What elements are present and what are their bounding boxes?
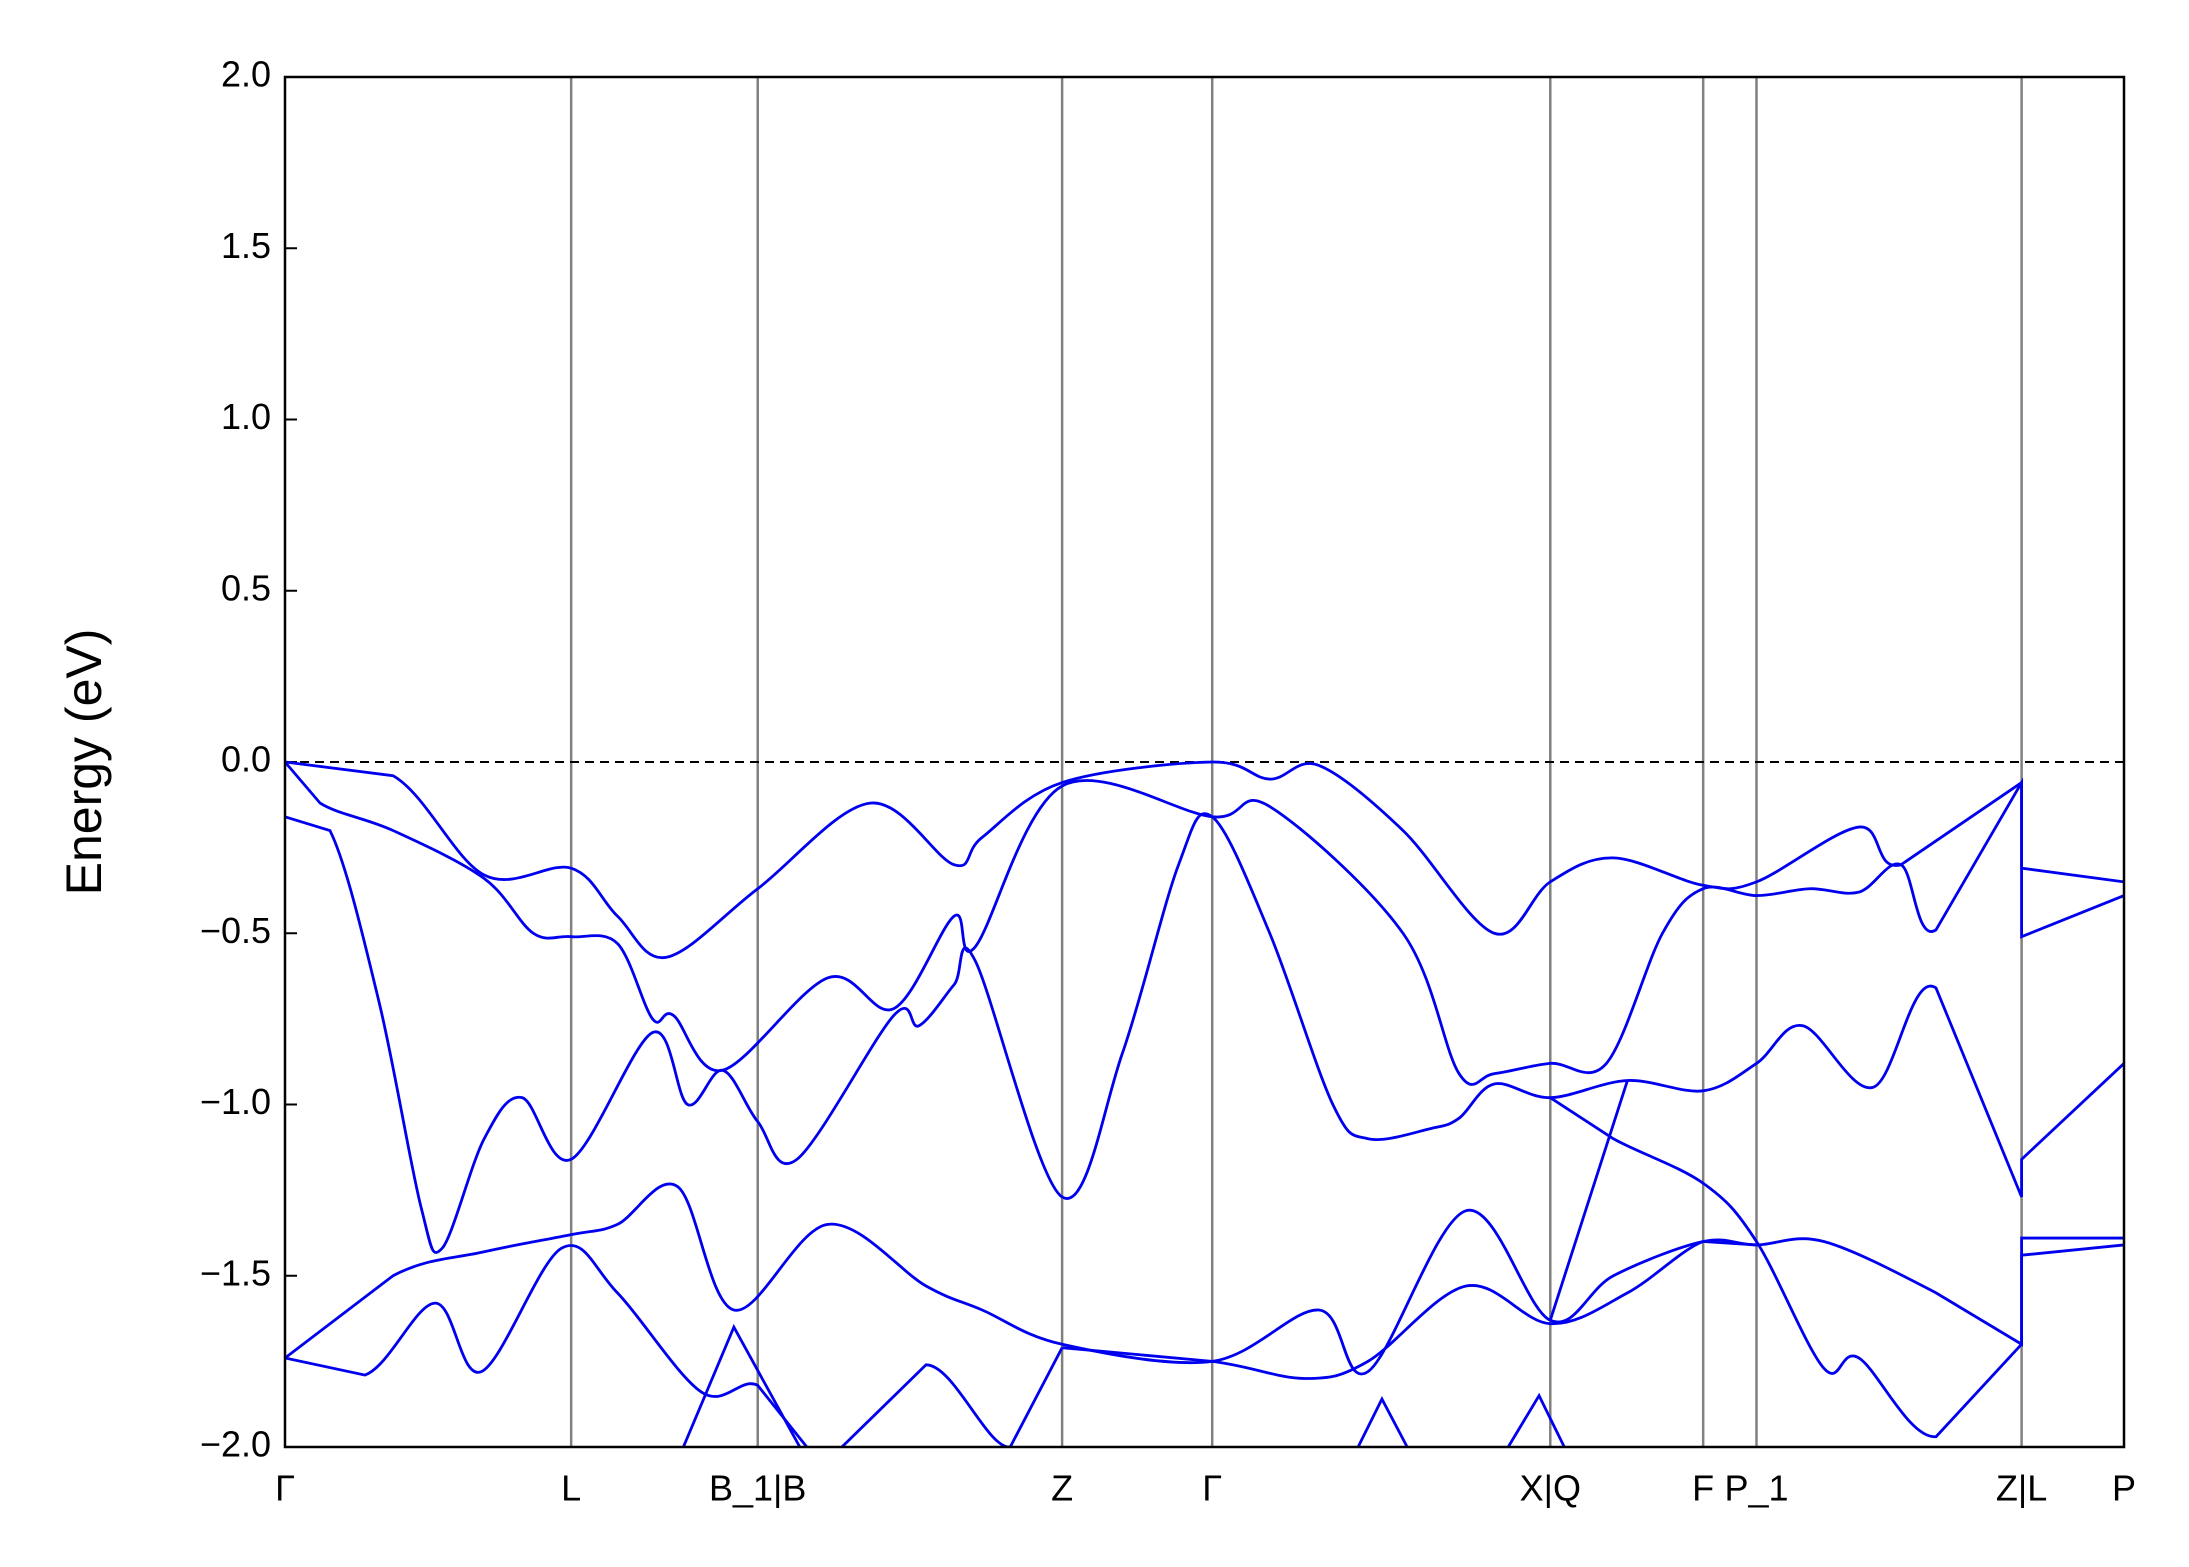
band bbox=[1548, 1080, 1629, 1321]
y-tick-label: 1.5 bbox=[221, 225, 271, 266]
plot-frame bbox=[283, 75, 2126, 1449]
y-tick-label: 0.0 bbox=[221, 739, 271, 780]
x-tick-label: P_1 bbox=[1724, 1468, 1788, 1509]
x-tick-label: P bbox=[2112, 1468, 2136, 1509]
y-axis-label: Energy (eV) bbox=[56, 629, 112, 896]
x-tick-label: Γ bbox=[275, 1468, 295, 1509]
y-tick-label: −1.5 bbox=[200, 1252, 271, 1293]
band bbox=[285, 760, 2124, 959]
band bbox=[285, 812, 2124, 1254]
x-tick-label: Z|L bbox=[1996, 1468, 2047, 1509]
x-tick-label: Z bbox=[1051, 1468, 1073, 1509]
y-tick-label: 0.5 bbox=[221, 567, 271, 608]
band bbox=[285, 1244, 808, 1447]
x-tick-label: Γ bbox=[1202, 1468, 1222, 1509]
x-tick-label: B_1|B bbox=[709, 1468, 806, 1509]
y-tick-label: −0.5 bbox=[200, 910, 271, 951]
x-tick-label: F bbox=[1692, 1468, 1714, 1509]
band bbox=[1061, 1240, 1757, 1380]
x-tick-label: X|Q bbox=[1520, 1468, 1581, 1509]
band bbox=[1356, 1395, 1409, 1447]
band bbox=[1549, 1096, 2124, 1439]
band bbox=[682, 1323, 802, 1447]
y-tick-label: 2.0 bbox=[221, 54, 271, 95]
y-tick-label: 1.0 bbox=[221, 396, 271, 437]
band bbox=[285, 1182, 2124, 1376]
band bbox=[285, 761, 2124, 1086]
y-tick-label: −2.0 bbox=[200, 1424, 271, 1465]
band bbox=[1506, 1392, 1566, 1447]
y-tick-label: −1.0 bbox=[200, 1081, 271, 1122]
x-tick-label: L bbox=[561, 1468, 581, 1509]
